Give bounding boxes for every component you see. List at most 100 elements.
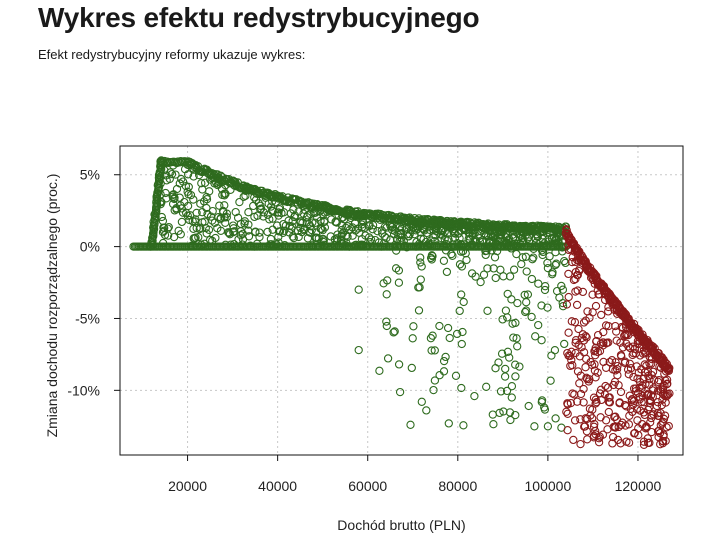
data-point (507, 382, 517, 391)
data-point (537, 336, 546, 345)
data-point (589, 433, 598, 442)
data-point (567, 317, 576, 326)
y-tick-label: -5% (75, 310, 100, 326)
data-point (272, 240, 281, 249)
data-point (604, 307, 613, 316)
data-point (643, 434, 652, 443)
data-point (263, 227, 272, 237)
data-point (183, 201, 193, 211)
data-point (351, 212, 360, 221)
data-point (181, 181, 191, 191)
data-point (187, 241, 196, 250)
data-point (246, 241, 255, 250)
data-point (586, 273, 596, 282)
data-point (357, 240, 366, 249)
data-point (629, 372, 638, 382)
data-point (429, 385, 438, 395)
data-point (563, 409, 572, 418)
data-point (414, 214, 424, 223)
data-point (404, 232, 413, 241)
data-point (382, 233, 391, 243)
data-point (534, 320, 543, 330)
data-point (245, 184, 255, 193)
data-point (392, 213, 401, 222)
data-point (311, 218, 320, 227)
data-point (309, 208, 319, 218)
data-point (588, 275, 598, 285)
data-point (579, 384, 588, 394)
data-point (513, 223, 522, 232)
data-point (541, 282, 550, 291)
data-point (402, 243, 411, 252)
data-point (194, 233, 203, 242)
data-point (244, 232, 254, 241)
data-point (448, 218, 457, 228)
data-point (479, 270, 489, 279)
data-point (530, 422, 539, 431)
data-point (595, 290, 604, 299)
data-point (244, 226, 253, 235)
data-point (160, 166, 169, 175)
data-point (591, 301, 601, 311)
data-point (239, 192, 248, 201)
data-point (183, 170, 193, 179)
data-point (491, 273, 500, 283)
data-point (490, 253, 500, 262)
data-point (411, 242, 421, 251)
data-point (518, 253, 527, 262)
data-point (558, 298, 567, 308)
data-point (320, 223, 330, 232)
data-point (240, 217, 250, 226)
data-point (608, 365, 618, 374)
data-point (481, 250, 490, 260)
y-tick-label: 0% (80, 239, 100, 255)
data-point (624, 420, 634, 429)
data-point (594, 438, 604, 447)
data-point (317, 202, 326, 211)
data-point (551, 414, 560, 423)
data-point (571, 257, 580, 267)
data-point (451, 371, 461, 380)
data-point (348, 231, 357, 240)
data-point (171, 170, 180, 179)
data-point (658, 395, 667, 404)
data-point (452, 329, 462, 339)
data-point (641, 347, 650, 356)
data-point (354, 345, 363, 355)
data-point (522, 306, 531, 315)
data-point (426, 334, 436, 343)
data-point (604, 397, 614, 407)
data-point (186, 190, 196, 200)
data-point (408, 334, 417, 343)
data-point (487, 246, 496, 255)
page-subtitle: Efekt redystrybucyjny reformy ukazuje wy… (38, 47, 306, 62)
data-point (371, 235, 380, 245)
data-point (496, 224, 506, 234)
data-point (564, 328, 573, 337)
data-point (658, 417, 668, 426)
data-point (226, 240, 236, 249)
data-point (192, 223, 201, 233)
data-point (488, 410, 497, 419)
data-point (462, 255, 471, 265)
data-point (561, 258, 570, 268)
data-point (426, 253, 436, 263)
data-point (319, 236, 328, 245)
data-point (612, 327, 621, 336)
data-point (199, 197, 209, 206)
x-tick-label: 80000 (438, 478, 477, 494)
data-point (620, 358, 629, 368)
data-point (585, 313, 594, 322)
data-point (568, 253, 577, 262)
data-point (601, 321, 611, 330)
data-point (564, 240, 573, 249)
data-point (233, 213, 243, 222)
data-point (617, 352, 626, 361)
x-tick-label: 120000 (615, 478, 662, 494)
data-point (244, 208, 253, 217)
data-point (562, 300, 572, 309)
data-point (551, 260, 560, 270)
data-point (591, 395, 600, 404)
data-point (528, 255, 537, 264)
data-point (523, 290, 533, 299)
